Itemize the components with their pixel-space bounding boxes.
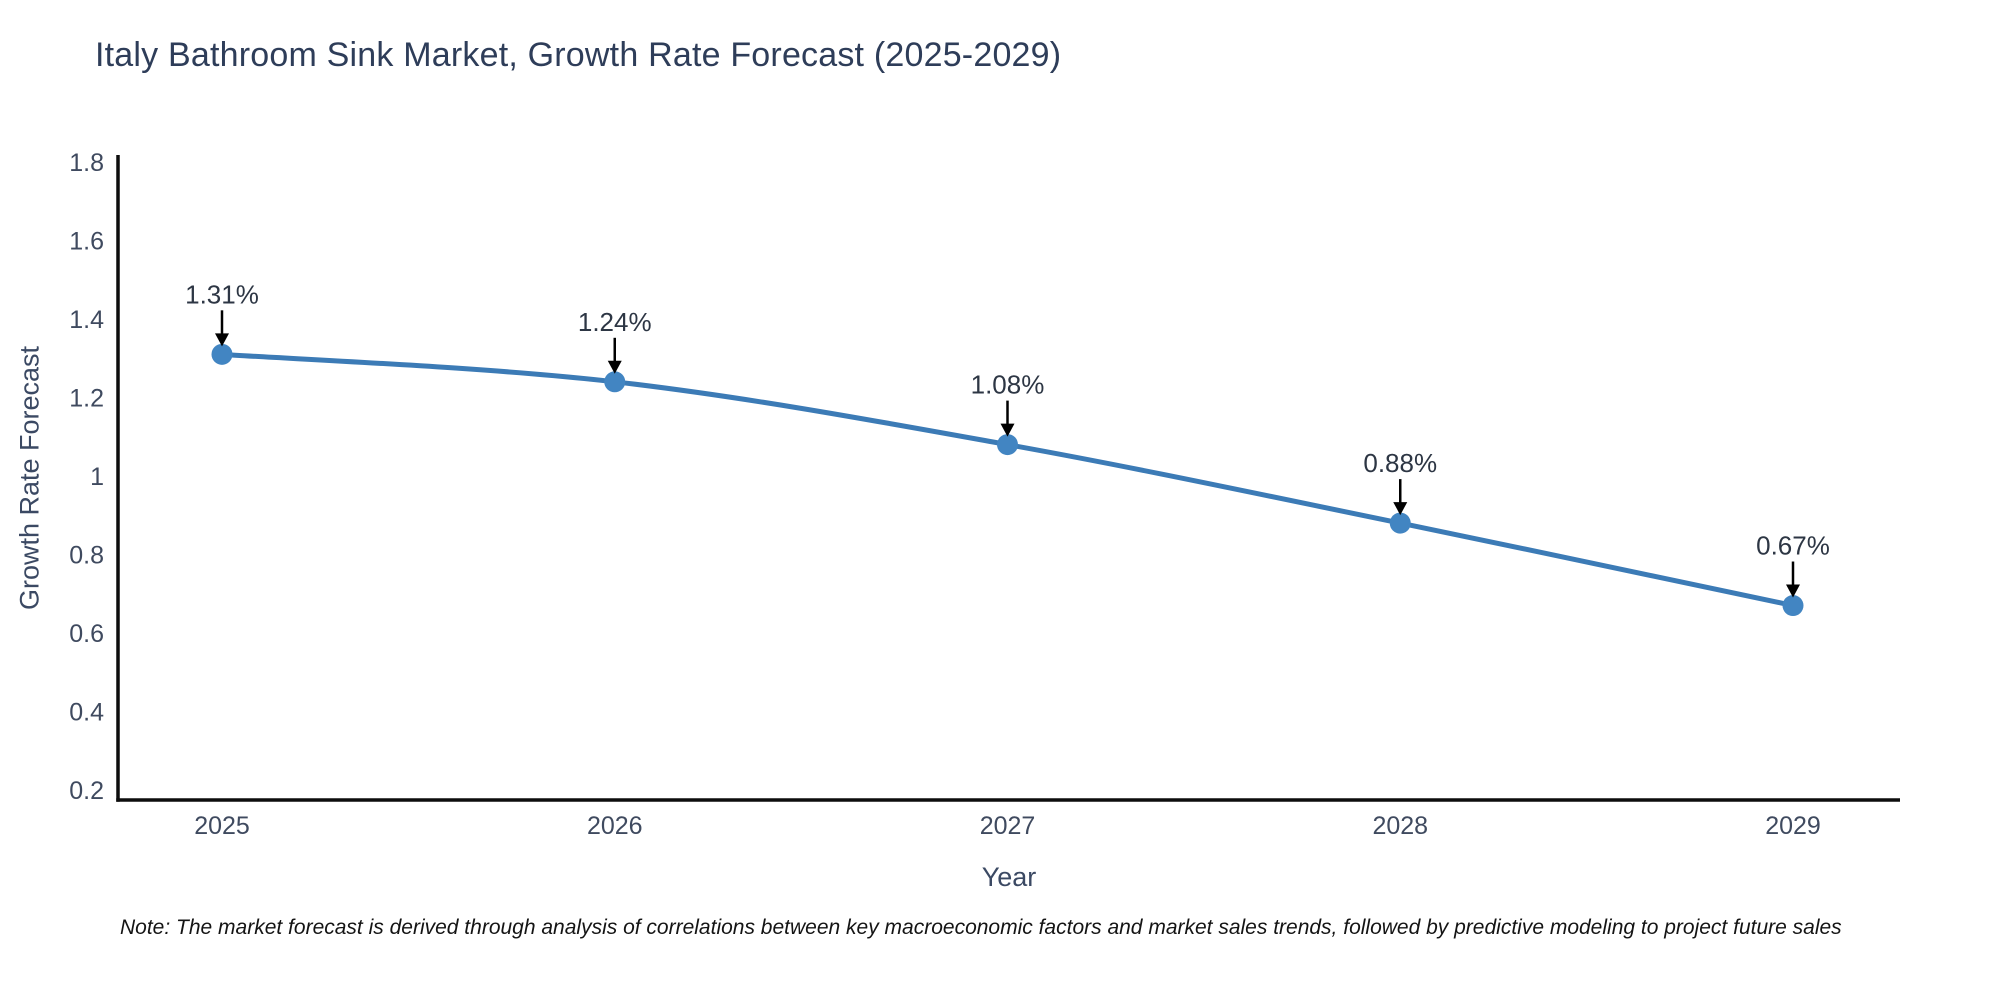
annotation-arrowhead (1393, 502, 1408, 516)
data-point-marker (997, 434, 1018, 456)
chart-title: Italy Bathroom Sink Market, Growth Rate … (95, 36, 1062, 74)
x-tick-label: 2026 (587, 812, 643, 840)
data-point-marker (211, 343, 233, 365)
y-tick-label: 0.4 (69, 699, 104, 727)
data-point-marker (604, 371, 626, 393)
y-tick-label: 1.8 (69, 149, 104, 177)
x-tick-label: 2025 (194, 812, 250, 840)
y-tick-label: 0.6 (69, 620, 104, 648)
annotation-label: 1.24% (578, 307, 652, 337)
y-tick-label: 1.2 (69, 385, 104, 413)
annotation-label: 0.88% (1363, 448, 1437, 478)
annotation-arrowhead (607, 360, 622, 374)
x-tick-label: 2029 (1765, 812, 1821, 840)
annotation-arrowhead (1000, 423, 1015, 437)
y-tick-label: 1.4 (69, 306, 104, 334)
annotation-label: 1.08% (971, 370, 1045, 400)
x-axis-title: Year (981, 862, 1037, 892)
annotation-arrowhead (1786, 584, 1800, 598)
footnote: Note: The market forecast is derived thr… (120, 916, 1842, 939)
y-axis-title: Growth Rate Forecast (14, 345, 45, 611)
y-tick-label: 1.6 (69, 228, 104, 256)
data-point-marker (1782, 595, 1804, 617)
x-tick-label: 2027 (980, 812, 1036, 840)
annotation-label: 0.67% (1756, 531, 1830, 561)
x-tick-label: 2028 (1372, 812, 1428, 840)
y-tick-label: 0.2 (69, 777, 104, 805)
y-tick-label: 1 (90, 463, 104, 491)
data-point-marker (1389, 512, 1411, 534)
y-tick-label: 0.8 (69, 542, 104, 570)
annotation-arrowhead (215, 333, 229, 347)
annotation-label: 1.31% (185, 279, 259, 309)
